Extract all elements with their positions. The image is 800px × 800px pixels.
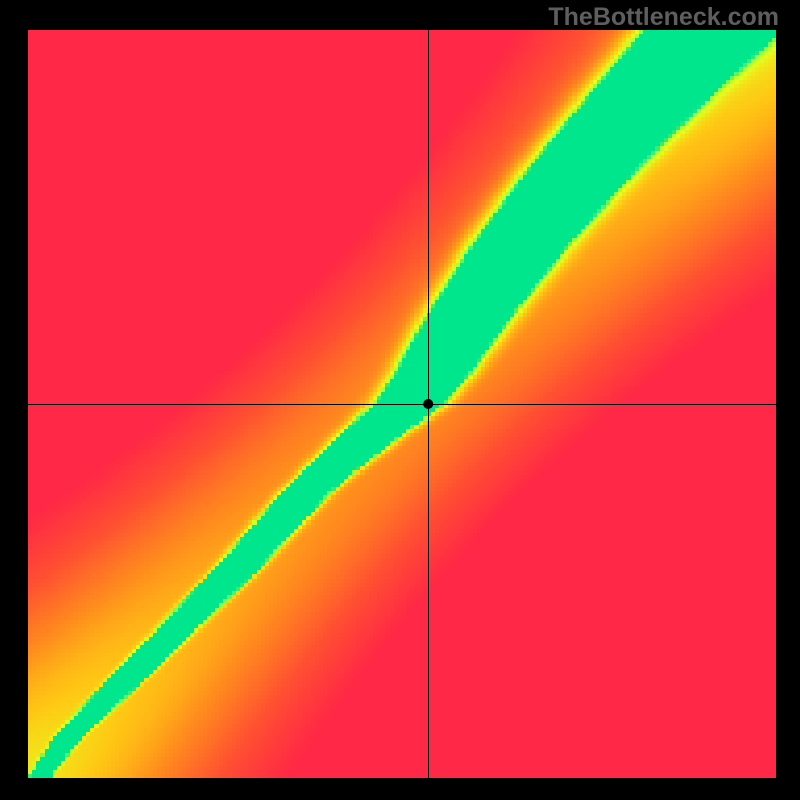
watermark-text: TheBottleneck.com: [548, 3, 779, 32]
chart-container: { "watermark": { "text": "TheBottleneck.…: [0, 0, 800, 800]
bottleneck-heatmap: [0, 0, 800, 800]
